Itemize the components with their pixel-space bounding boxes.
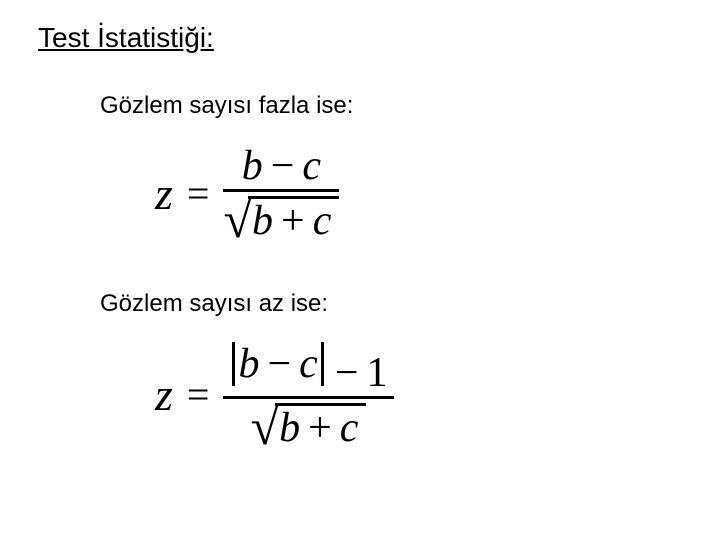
var-c: c (302, 143, 321, 189)
radical-icon: √ (251, 405, 280, 454)
denominator: √ b+c (223, 192, 339, 245)
formula-large-sample: z = b−c √ b+c (155, 145, 425, 245)
const-one: 1 (367, 350, 388, 396)
numerator: b−c −1 (223, 340, 393, 396)
var-c: c (340, 405, 359, 451)
var-c: c (313, 198, 332, 244)
subtitle-large-sample: Gözlem sayısı fazla ise: (100, 92, 353, 120)
equation-wrap: z = b−c √ b+c (155, 145, 425, 245)
denominator: √ b+c (251, 399, 367, 452)
abs-bar-left (232, 342, 235, 386)
abs-bar-right (321, 342, 324, 386)
variable-z: z (155, 368, 173, 425)
var-b: b (242, 143, 263, 189)
page-title: Test İstatistiği: (38, 22, 214, 54)
var-b: b (238, 343, 259, 385)
subtitle-small-sample: Gözlem sayısı az ise: (100, 290, 328, 318)
var-b: b (252, 198, 273, 244)
formula-small-sample: z = b−c −1 √ b+c (155, 340, 495, 452)
plus-op: + (300, 405, 340, 451)
absolute-value: b−c (229, 340, 326, 388)
minus-op: − (259, 343, 299, 385)
numerator: b−c (236, 145, 327, 189)
fraction: b−c √ b+c (223, 145, 339, 245)
plus-op: + (273, 198, 313, 244)
sqrt: √ b+c (251, 403, 367, 452)
var-b: b (279, 405, 300, 451)
radical-icon: √ (223, 198, 252, 247)
minus-op: − (327, 350, 367, 396)
minus-op: − (263, 143, 303, 189)
equation-wrap: z = b−c −1 √ b+c (155, 340, 495, 452)
var-c: c (299, 343, 318, 385)
variable-z: z (155, 167, 173, 224)
radicand: b+c (275, 403, 366, 452)
radicand: b+c (248, 196, 339, 245)
equals-sign: = (187, 170, 210, 221)
sqrt: √ b+c (223, 196, 339, 245)
equals-sign: = (187, 371, 210, 422)
fraction: b−c −1 √ b+c (223, 340, 393, 452)
